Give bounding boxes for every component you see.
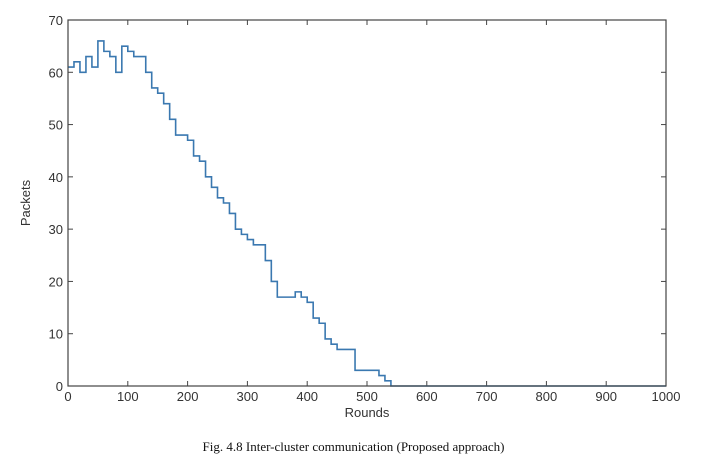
figure-caption: Fig. 4.8 Inter-cluster communication (Pr…: [202, 439, 505, 454]
x-tick-label: 800: [536, 389, 558, 404]
y-tick-label: 40: [49, 170, 63, 185]
x-tick-label: 700: [476, 389, 498, 404]
x-tick-label: 200: [177, 389, 199, 404]
x-tick-label: 500: [356, 389, 378, 404]
y-tick-label: 30: [49, 222, 63, 237]
x-tick-label: 1000: [652, 389, 681, 404]
y-tick-label: 70: [49, 13, 63, 28]
y-tick-label: 50: [49, 118, 63, 133]
x-tick-label: 400: [296, 389, 318, 404]
y-tick-label: 10: [49, 327, 63, 342]
x-tick-label: 300: [237, 389, 259, 404]
plot-frame: [67, 19, 667, 387]
x-tick-label: 100: [117, 389, 139, 404]
y-axis-label: Packets: [18, 179, 33, 226]
x-tick-label: 900: [595, 389, 617, 404]
y-tick-label: 0: [56, 379, 63, 394]
x-tick-label: 0: [64, 389, 71, 404]
x-tick-label: 600: [416, 389, 438, 404]
y-tick-label: 20: [49, 274, 63, 289]
ticks: 0 100 200 300 400 500 600 700 800 900 1000 0 10 20 30 4…: [49, 13, 681, 404]
x-axis-label: Rounds: [345, 405, 390, 420]
y-tick-label: 60: [49, 65, 63, 80]
series-line-packets: [68, 40, 666, 387]
